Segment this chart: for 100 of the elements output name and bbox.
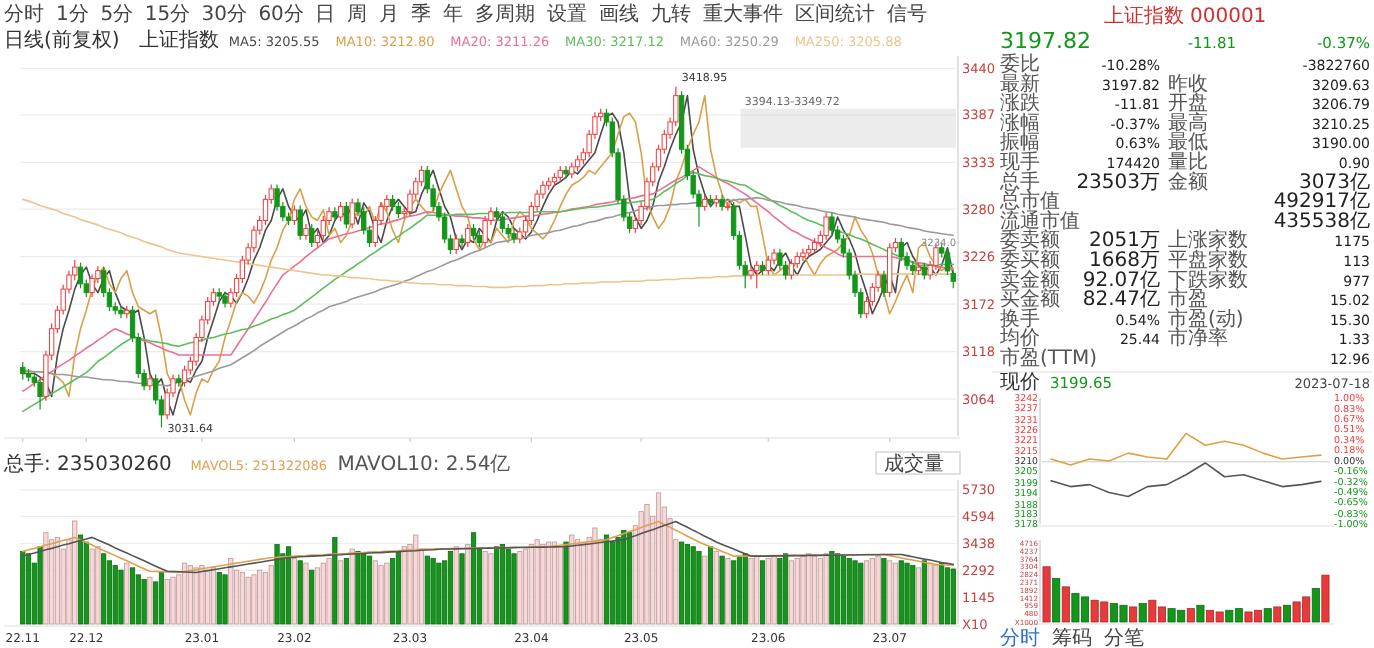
candlestick	[407, 189, 413, 217]
text: 5分	[100, 2, 134, 26]
bar	[1129, 606, 1138, 623]
text: 15分	[144, 2, 191, 26]
bar	[470, 532, 477, 625]
bar	[141, 579, 147, 625]
bar	[499, 543, 506, 625]
bar	[742, 553, 748, 625]
bar	[546, 541, 552, 625]
bar	[95, 546, 101, 625]
bar	[725, 558, 731, 625]
bar	[187, 565, 193, 625]
bar	[840, 555, 847, 625]
bar	[1138, 603, 1147, 623]
bar	[869, 558, 875, 625]
text: 上证指数 000001	[1103, 4, 1267, 28]
bar	[609, 541, 615, 625]
bar	[401, 546, 407, 625]
bar	[361, 553, 367, 625]
text: 成交量	[884, 452, 944, 476]
bar	[326, 558, 332, 625]
bar	[788, 560, 794, 625]
bar	[517, 551, 523, 625]
bar	[731, 560, 737, 625]
bar	[823, 553, 829, 625]
candlestick	[719, 194, 725, 212]
bar	[72, 520, 78, 625]
bar	[621, 529, 627, 625]
bar	[1321, 574, 1330, 623]
bar	[251, 574, 257, 625]
bar	[106, 560, 113, 625]
bar	[355, 551, 361, 625]
bar	[314, 567, 321, 625]
bar	[1042, 566, 1051, 623]
text: 月	[379, 4, 400, 26]
bar	[170, 576, 176, 625]
candlestick	[881, 270, 887, 298]
bar	[702, 555, 708, 625]
bar	[430, 558, 436, 625]
candlestick	[89, 273, 95, 298]
candlestick	[222, 291, 228, 309]
bar	[37, 546, 43, 625]
bar	[349, 548, 355, 625]
text: 多周期	[475, 2, 536, 26]
chart-title: 日线(前复权)	[4, 28, 120, 52]
bar	[846, 558, 852, 625]
bar	[338, 560, 344, 625]
bar	[182, 562, 188, 625]
bar	[1196, 604, 1205, 623]
candlestick	[800, 248, 806, 262]
text: 设置	[547, 2, 588, 26]
bar	[1061, 586, 1070, 623]
text: 重大事件	[703, 2, 784, 26]
text: 日	[315, 4, 336, 26]
line-series	[21, 520, 955, 574]
bar	[274, 543, 280, 625]
text: MAVOL10: 2.54亿	[337, 454, 511, 476]
bar	[603, 534, 610, 625]
bar	[135, 574, 141, 625]
bar	[696, 551, 702, 625]
bar	[20, 551, 26, 625]
bar	[921, 560, 927, 625]
bar	[303, 562, 309, 625]
candlestick	[511, 228, 517, 244]
text: 区间统计	[795, 2, 876, 26]
bar	[852, 560, 858, 625]
bar	[528, 543, 534, 625]
bar	[83, 541, 89, 625]
bar	[199, 565, 205, 625]
bar	[638, 511, 644, 625]
bar	[320, 562, 326, 625]
bar	[615, 536, 621, 625]
line-series	[21, 94, 955, 416]
bar	[436, 562, 442, 625]
line-series	[1050, 432, 1322, 466]
bar	[765, 558, 771, 625]
bar	[783, 553, 789, 625]
bar	[222, 574, 228, 625]
bar	[205, 569, 211, 625]
bar	[887, 560, 893, 625]
bar	[124, 562, 130, 625]
bar	[1186, 608, 1195, 623]
bar	[147, 576, 153, 625]
bar	[563, 541, 569, 625]
text: 九转	[651, 2, 692, 26]
bar	[118, 569, 124, 625]
bar	[153, 581, 159, 625]
bar	[950, 568, 956, 625]
bar	[89, 548, 95, 625]
text: 周	[347, 4, 368, 26]
text: 季	[411, 2, 432, 26]
candlestick	[540, 180, 546, 200]
candlestick	[482, 215, 488, 248]
text: 60分	[258, 2, 304, 26]
text: 年	[443, 2, 464, 26]
text: 信号	[887, 2, 928, 26]
bar	[268, 565, 274, 625]
bar	[881, 558, 887, 625]
bar	[343, 558, 349, 625]
bar	[933, 565, 939, 625]
